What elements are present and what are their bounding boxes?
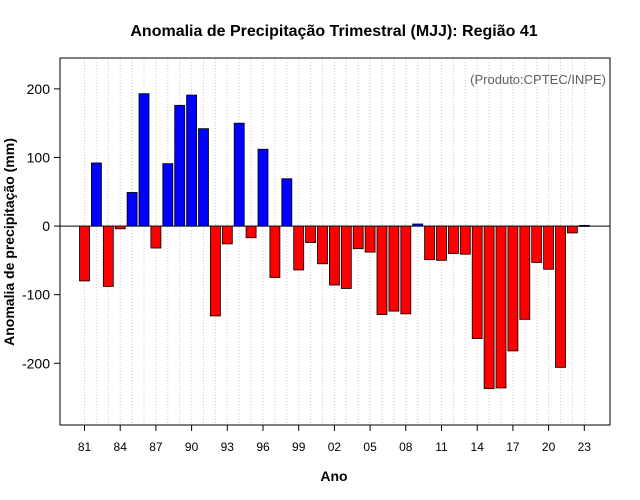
x-tick-label: 87 [149,440,163,454]
bar-88 [162,163,174,227]
source-credit: (Produto:CPTEC/INPE) [470,72,606,87]
bar-05 [364,225,376,253]
bar-03 [340,225,352,289]
bar-97 [269,225,281,278]
bar-98 [281,178,293,227]
x-tick-label: 05 [363,440,377,454]
bar-90 [186,94,198,227]
y-tick-label: -100 [22,287,50,303]
bar-86 [138,93,150,227]
bar-18 [519,225,531,320]
x-tick-label: 14 [471,440,485,454]
x-tick-label: 11 [435,440,448,454]
x-tick-label: 90 [185,440,199,454]
x-tick-label: 81 [78,440,92,454]
x-tick-label: 96 [256,440,270,454]
bar-13 [459,225,471,255]
bar-84 [114,225,126,230]
bar-10 [424,225,436,261]
y-tick-label: 200 [27,81,51,97]
x-tick-label: 20 [542,440,556,454]
x-tick-label: 93 [221,440,235,454]
bar-95 [245,225,257,239]
y-axis-title: Anomalia de precipitação (mm) [1,138,17,346]
bar-94 [233,122,245,227]
bar-92 [209,225,221,317]
bar-99 [293,225,305,271]
bar-96 [257,148,269,227]
bar-14 [471,225,483,339]
bar-11 [436,225,447,261]
x-tick-label: 99 [292,440,306,454]
plot-frame [59,57,611,426]
bar-81 [79,225,90,282]
bar-01 [317,225,328,265]
bar-87 [150,225,162,249]
bar-93 [221,225,233,245]
bar-02 [328,225,340,286]
bar-89 [174,104,186,227]
x-axis-title: Ano [320,468,347,484]
bar-16 [495,225,507,389]
x-tick-label: 84 [114,440,128,454]
bar-09 [412,223,424,227]
x-tick-label: 17 [506,440,520,454]
bar-08 [400,225,412,315]
bar-83 [102,225,114,287]
bars [79,93,590,390]
bar-91 [198,128,209,227]
x-axis: 81 84 87 90 93 96 99 02 05 08 11 14 17 20 23 [78,425,591,454]
chart-title: Anomalia de Precipitação Trimestral (MJJ… [130,23,537,40]
bar-17 [507,225,519,352]
bar-00 [305,225,317,243]
bar-85 [126,192,138,227]
y-tick-label: 100 [27,149,51,165]
x-tick-label: 08 [399,440,413,454]
bar-04 [352,225,364,250]
bar-21 [555,225,566,368]
y-tick-label: -200 [22,355,50,371]
bar-15 [483,225,495,390]
bar-19 [531,225,543,263]
bar-06 [376,225,388,315]
x-tick-label: 23 [578,440,592,454]
bar-22 [567,225,578,234]
bar-23 [578,224,590,227]
bar-20 [543,225,554,270]
grid-lines [84,59,585,424]
bar-07 [388,225,400,312]
bar-82 [91,162,102,227]
y-tick-label: 0 [42,218,50,234]
bar-12 [447,225,459,254]
y-axis: -200 -100 0 100 200 [22,81,60,371]
x-tick-label: 02 [328,440,342,454]
